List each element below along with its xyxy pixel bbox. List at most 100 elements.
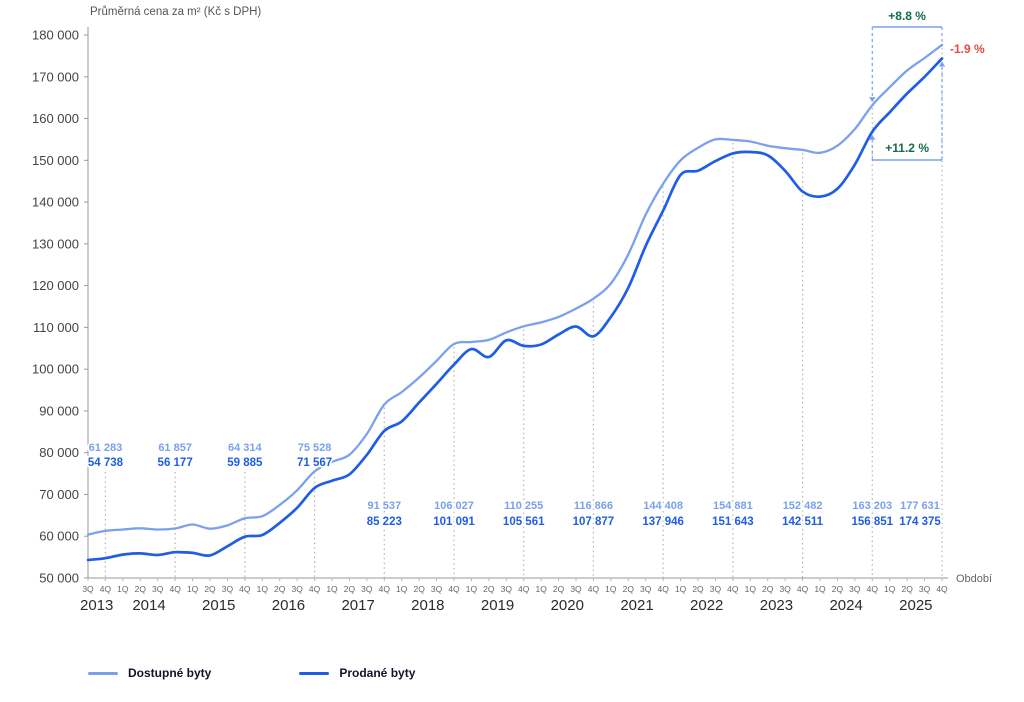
quarter-tick-label: 3Q <box>710 584 722 594</box>
quarter-tick-label: 2Q <box>274 584 286 594</box>
legend-label: Dostupné byty <box>128 666 212 680</box>
quarter-tick-label: 2Q <box>204 584 216 594</box>
price-line-chart: 50 000 60 000 70 000 80 000 90 000 100 000 110… <box>32 9 992 614</box>
year-label: 2024 <box>829 597 862 614</box>
legend-item-dostupne-byty: Dostupné byty <box>88 666 211 680</box>
callout-value-dostupne: 91 537 <box>367 500 401 512</box>
quarter-tick-label: 1Q <box>675 584 687 594</box>
legend-label: Prodané byty <box>339 666 416 680</box>
legend: Dostupné byty Prodané byty <box>88 666 415 680</box>
y-tick-label: 110 000 <box>33 320 79 335</box>
quarter-tick-label: 4Q <box>588 584 600 594</box>
quarter-tick-label: 1Q <box>396 584 408 594</box>
callout-value-dostupne: 61 857 <box>158 442 192 454</box>
quarter-tick-label: 2Q <box>901 584 913 594</box>
quarter-tick-label: 3Q <box>291 584 303 594</box>
quarter-tick-label: 4Q <box>657 584 669 594</box>
quarter-tick-label: 4Q <box>518 584 530 594</box>
callout-value-prodane: 105 561 <box>503 516 545 528</box>
year-label: 2025 <box>899 597 932 614</box>
quarter-tick-label: 1Q <box>745 584 757 594</box>
callout-value-prodane: 56 177 <box>158 457 193 469</box>
callout-value-dostupne: 61 283 <box>89 442 123 454</box>
y-tick-label: 150 000 <box>32 153 79 168</box>
quarter-tick-label: 2Q <box>623 584 635 594</box>
y-tick-label: 180 000 <box>32 28 79 43</box>
year-label: 2013 <box>80 597 113 614</box>
y-tick-label: 170 000 <box>32 69 79 84</box>
year-label: 2016 <box>272 597 305 614</box>
callout-value-prodane: 174 375 <box>899 516 941 528</box>
quarter-tick-label: 1Q <box>257 584 269 594</box>
y-tick-label: 80 000 <box>39 445 79 460</box>
quarter-tick-label: 2Q <box>135 584 147 594</box>
year-label: 2017 <box>341 597 374 614</box>
quarter-tick-label: 2Q <box>832 584 844 594</box>
callout-value-dostupne: 177 631 <box>900 500 940 512</box>
year-label: 2014 <box>132 597 165 614</box>
quarter-tick-label: 3Q <box>919 584 931 594</box>
callout-value-dostupne: 64 314 <box>228 442 263 454</box>
quarter-tick-label: 4Q <box>727 584 739 594</box>
quarter-tick-label: 2Q <box>344 584 356 594</box>
quarter-tick-label: 2Q <box>692 584 704 594</box>
quarter-tick-label: 1Q <box>814 584 826 594</box>
arrow-up-icon <box>938 61 946 67</box>
year-label: 2015 <box>202 597 235 614</box>
callout-value-prodane: 107 877 <box>573 516 615 528</box>
chart-title: Průměrná cena za m² (Kč s DPH) <box>90 6 262 18</box>
callout-value-prodane: 85 223 <box>367 516 402 528</box>
y-tick-label: 140 000 <box>32 195 79 210</box>
arrow-up-icon <box>869 134 876 140</box>
quarter-tick-label: 1Q <box>117 584 129 594</box>
pct-change-mid: +11.2 % <box>885 141 929 155</box>
y-tick-label: 120 000 <box>32 278 79 293</box>
legend-line-swatch <box>88 671 118 675</box>
x-axis-title: Období <box>956 573 992 585</box>
callout-value-dostupne: 152 482 <box>783 500 823 512</box>
callout-value-dostupne: 116 866 <box>574 500 613 512</box>
pct-change-top: +8.8 % <box>888 9 926 23</box>
quarter-tick-label: 3Q <box>222 584 234 594</box>
quarter-tick-label: 4Q <box>936 584 948 594</box>
callout-value-prodane: 156 851 <box>851 516 893 528</box>
callout-value-prodane: 142 511 <box>782 516 824 528</box>
y-tick-label: 70 000 <box>39 487 79 502</box>
callout-value-prodane: 101 091 <box>433 516 475 528</box>
series-line-dostupne-byty <box>86 43 944 536</box>
quarter-tick-label: 4Q <box>448 584 460 594</box>
quarter-tick-label: 2Q <box>483 584 495 594</box>
y-tick-label: 50 000 <box>39 571 79 586</box>
y-tick-label: 100 000 <box>32 362 79 377</box>
callout-value-prodane: 71 567 <box>297 457 332 469</box>
year-label: 2021 <box>620 597 653 614</box>
legend-line-swatch <box>299 671 330 675</box>
y-tick-label: 60 000 <box>39 529 79 544</box>
year-label: 2018 <box>411 597 444 614</box>
quarter-tick-label: 1Q <box>884 584 896 594</box>
y-tick-label: 130 000 <box>32 236 79 251</box>
quarter-tick-label: 4Q <box>100 584 112 594</box>
quarter-tick-label: 3Q <box>152 584 164 594</box>
quarter-tick-label: 3Q <box>849 584 861 594</box>
quarter-tick-label: 3Q <box>431 584 443 594</box>
quarter-tick-label: 1Q <box>605 584 617 594</box>
year-label: 2020 <box>551 597 584 614</box>
quarter-tick-label: 1Q <box>326 584 338 594</box>
y-tick-label: 160 000 <box>32 111 79 126</box>
y-tick-label: 90 000 <box>39 403 79 418</box>
callout-value-dostupne: 163 203 <box>852 500 892 512</box>
callout-value-prodane: 54 738 <box>88 457 124 469</box>
quarter-tick-label: 4Q <box>867 584 879 594</box>
quarter-tick-label: 1Q <box>187 584 199 594</box>
year-label: 2022 <box>690 597 723 614</box>
quarter-tick-label: 4Q <box>309 584 321 594</box>
callout-value-prodane: 151 643 <box>712 516 754 528</box>
legend-item-prodane-byty: Prodané byty <box>299 666 415 680</box>
year-label: 2019 <box>481 597 514 614</box>
callout-value-dostupne: 154 881 <box>713 500 753 512</box>
callout-value-dostupne: 110 255 <box>504 500 543 512</box>
quarter-tick-label: 3Q <box>501 584 513 594</box>
quarter-tick-label: 4Q <box>169 584 181 594</box>
